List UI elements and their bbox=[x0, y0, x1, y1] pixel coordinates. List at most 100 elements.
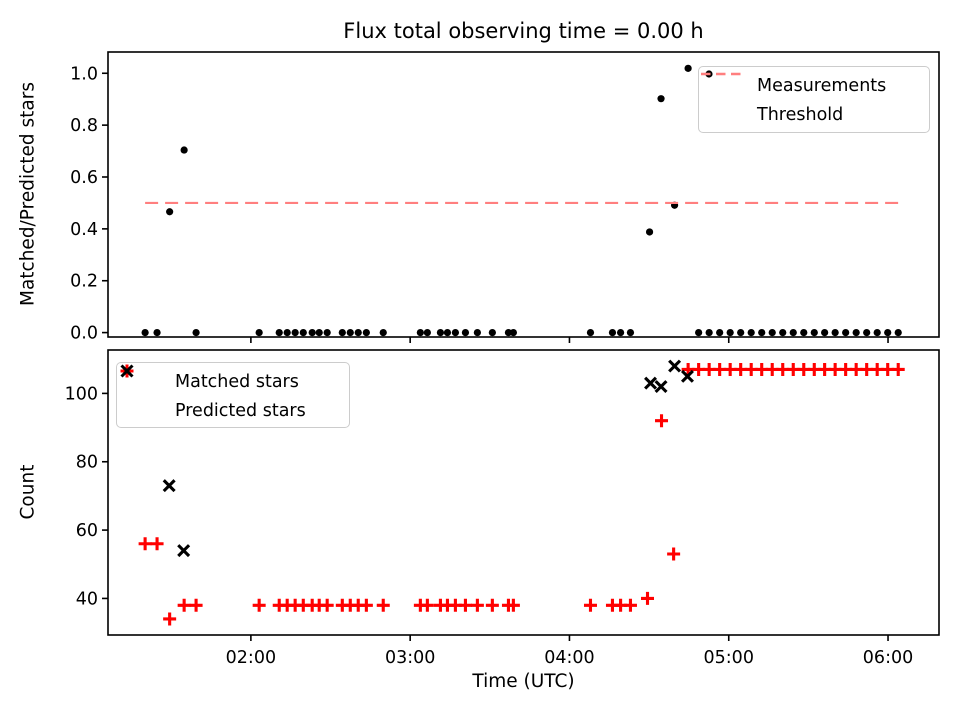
dot-data-point bbox=[586, 328, 595, 337]
dot-data-point bbox=[747, 328, 755, 337]
y-tick-label: 60 bbox=[76, 521, 98, 541]
dot-data-point bbox=[473, 328, 481, 337]
chart-title: Flux total observing time = 0.00 h bbox=[343, 19, 704, 43]
bottom-y-axis-label: Count bbox=[17, 464, 39, 520]
plus-data-point bbox=[252, 598, 266, 612]
plus-data-point bbox=[470, 598, 484, 612]
bottom-legend: Matched stars Predicted stars bbox=[116, 362, 350, 428]
dot-data-point bbox=[737, 328, 745, 337]
dot-data-point bbox=[863, 328, 871, 337]
x-tick-label: 06:00 bbox=[863, 648, 913, 668]
bottom-axes-frame bbox=[107, 349, 940, 636]
dot-data-point bbox=[852, 328, 860, 337]
dot-data-point bbox=[283, 328, 291, 337]
x-data-point bbox=[177, 544, 191, 558]
dot-data-point bbox=[308, 328, 316, 337]
x-data-point bbox=[680, 369, 694, 383]
dot-data-point bbox=[716, 328, 724, 337]
y-tick-label: 0.8 bbox=[70, 116, 98, 136]
legend-item-threshold: Threshold bbox=[699, 72, 919, 129]
y-tick-label: 40 bbox=[76, 589, 98, 609]
plus-data-point bbox=[376, 598, 390, 612]
x-tick-label: 02:00 bbox=[226, 648, 276, 668]
dot-data-point bbox=[645, 228, 654, 236]
dot-data-point bbox=[504, 328, 513, 337]
plus-data-point bbox=[583, 598, 597, 612]
dot-data-point bbox=[315, 328, 323, 337]
legend-label: Measurements bbox=[757, 75, 887, 96]
plus-data-point bbox=[655, 414, 669, 428]
dot-data-point bbox=[323, 328, 331, 337]
plus-data-point bbox=[623, 598, 637, 612]
y-tick-label: 0.0 bbox=[70, 324, 98, 344]
dot-data-point bbox=[153, 328, 161, 337]
x-data-point bbox=[644, 376, 658, 390]
plus-data-point bbox=[163, 612, 177, 626]
dot-data-point bbox=[657, 95, 665, 103]
dot-data-point bbox=[831, 328, 839, 337]
plus-data-point bbox=[667, 547, 681, 561]
legend-item-predicted-stars: Predicted stars bbox=[117, 364, 339, 425]
dot-data-point bbox=[884, 328, 892, 337]
plus-data-point bbox=[420, 598, 434, 612]
dot-data-point bbox=[821, 328, 829, 337]
dot-data-point bbox=[299, 328, 307, 337]
legend-item-matched-stars: Matched stars bbox=[117, 364, 339, 396]
measurement-points bbox=[141, 64, 902, 337]
dot-data-point bbox=[789, 328, 797, 337]
dot-data-point bbox=[451, 328, 460, 337]
dot-data-point bbox=[443, 328, 452, 337]
plus-data-point bbox=[458, 598, 472, 612]
legend-label: Threshold bbox=[757, 104, 844, 125]
dot-data-point bbox=[379, 328, 387, 337]
dot-data-point bbox=[346, 328, 354, 337]
dot-data-point bbox=[166, 208, 174, 216]
dot-data-point bbox=[180, 146, 188, 154]
dot-data-point bbox=[509, 328, 517, 337]
x-tick-label: 05:00 bbox=[704, 648, 754, 668]
dot-data-point bbox=[192, 328, 200, 337]
legend-label: Predicted stars bbox=[175, 400, 306, 421]
top-axes-frame bbox=[107, 51, 940, 338]
dot-data-point bbox=[626, 328, 635, 337]
dot-data-point bbox=[616, 328, 625, 337]
dot-data-point bbox=[423, 328, 431, 337]
dot-data-point bbox=[779, 328, 787, 337]
y-tick-label: 0.6 bbox=[70, 168, 98, 188]
dot-data-point bbox=[275, 328, 283, 337]
dot-data-point bbox=[810, 328, 818, 337]
dot-data-point bbox=[608, 328, 617, 337]
dot-data-point bbox=[461, 328, 470, 337]
dot-data-point bbox=[726, 328, 734, 337]
y-tick-label: 1.0 bbox=[70, 64, 98, 84]
top-legend: Measurements Threshold bbox=[698, 66, 930, 133]
x-tick-label: 03:00 bbox=[385, 648, 435, 668]
dot-data-point bbox=[354, 328, 362, 337]
dot-data-point bbox=[800, 328, 808, 337]
dot-data-point bbox=[842, 328, 850, 337]
plus-data-point bbox=[641, 591, 655, 605]
legend-label: Matched stars bbox=[175, 371, 299, 392]
dot-data-point bbox=[255, 328, 263, 337]
x-data-point bbox=[668, 359, 682, 373]
plus-data-point bbox=[138, 537, 152, 551]
dot-data-point bbox=[338, 328, 346, 337]
y-tick-label: 80 bbox=[76, 453, 98, 473]
dot-data-point bbox=[684, 64, 692, 72]
dot-data-point bbox=[488, 328, 496, 337]
plus-data-point bbox=[150, 537, 164, 551]
dot-data-point bbox=[695, 328, 703, 337]
matched-star-points bbox=[138, 362, 905, 626]
dot-data-point bbox=[436, 328, 445, 337]
dot-data-point bbox=[291, 328, 299, 337]
plus-data-point bbox=[320, 598, 334, 612]
dot-data-point bbox=[362, 328, 370, 337]
predicted-star-points bbox=[162, 359, 694, 558]
y-tick-label: 0.2 bbox=[70, 272, 98, 292]
plus-data-point bbox=[485, 598, 499, 612]
y-tick-label: 100 bbox=[65, 384, 98, 404]
x-axis-label: Time (UTC) bbox=[472, 671, 575, 692]
plus-data-point bbox=[189, 598, 203, 612]
